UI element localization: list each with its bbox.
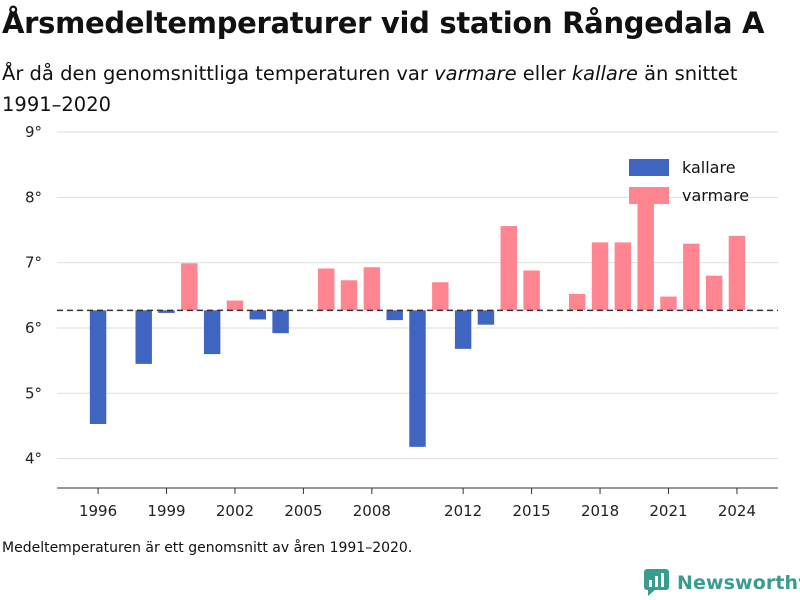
bar-varmare-2018 [591, 242, 609, 311]
bar-varmare-2023 [705, 275, 723, 311]
x-tick-label: 2021 [649, 502, 687, 520]
bar-kallare-2010 [409, 310, 426, 447]
bar-varmare-2014 [500, 226, 517, 311]
subtitle-part-3: än snittet 1991–2020 [2, 62, 738, 116]
chart-subtitle: År då den genomsnittliga temperaturen va… [2, 58, 792, 120]
bar-varmare-2015 [523, 270, 540, 311]
bar-kallare-1996 [89, 310, 107, 424]
bar-kallare-2013 [477, 310, 495, 325]
bar-varmare-2021 [660, 296, 677, 311]
bar-varmare-2000 [181, 263, 198, 311]
x-tick-label: 1996 [79, 502, 117, 520]
newsworthy-logo-icon [644, 569, 669, 596]
legend-swatch-kallare [629, 159, 669, 176]
y-tick-label: 9° [25, 123, 42, 141]
y-tick-label: 5° [25, 384, 42, 402]
bar-kallare-2009 [386, 310, 403, 321]
y-tick-label: 6° [25, 319, 42, 337]
bar-kallare-2012 [454, 310, 472, 349]
subtitle-part-2: eller [516, 62, 572, 85]
x-tick-label: 2015 [512, 502, 550, 520]
bar-varmare-2007 [340, 280, 358, 311]
bar-kallare-1998 [135, 310, 152, 364]
legend-label-kallare: kallare [682, 158, 736, 177]
bar-kallare-2003 [249, 310, 266, 320]
bar-varmare-2008 [363, 267, 381, 311]
bar-varmare-2020 [637, 203, 654, 311]
bar-kallare-1999 [158, 310, 175, 313]
subtitle-part-1: År då den genomsnittliga temperaturen va… [2, 62, 435, 85]
x-tick-label: 2002 [216, 502, 254, 520]
brand-logo: Newsworthy [644, 569, 800, 596]
subtitle-word-cold: kallare [571, 62, 638, 85]
x-tick-label: 2024 [718, 502, 756, 520]
bar-varmare-2017 [569, 293, 586, 311]
chart-title: Årsmedeltemperaturer vid station Rångeda… [2, 6, 765, 40]
y-tick-label: 7° [25, 254, 42, 272]
x-tick-label: 2005 [284, 502, 322, 520]
legend-label-varmare: varmare [682, 186, 749, 205]
bar-varmare-2019 [614, 242, 632, 311]
bar-varmare-2024 [728, 235, 746, 311]
bar-varmare-2002 [226, 300, 244, 311]
bar-varmare-2006 [318, 268, 335, 311]
footnote: Medeltemperaturen är ett genomsnitt av å… [2, 540, 413, 556]
subtitle-word-warm: varmare [434, 62, 517, 85]
bars [89, 203, 746, 447]
x-tick-label: 2012 [444, 502, 482, 520]
y-tick-label: 8° [25, 188, 42, 206]
axes: 4° 5° 6° 7° 8° 9° 1996 1999 2002 2005 2008 2012 2015… [25, 123, 778, 520]
legend-swatch-varmare [629, 187, 669, 204]
bar-varmare-2011 [432, 282, 449, 311]
bar-varmare-2022 [683, 243, 700, 311]
brand-name: Newsworthy [677, 571, 800, 594]
y-tick-label: 4° [25, 450, 42, 468]
x-tick-label: 1999 [147, 502, 185, 520]
x-tick-label: 2008 [353, 502, 391, 520]
bar-kallare-2001 [203, 310, 221, 355]
x-tick-label: 2018 [581, 502, 619, 520]
bar-kallare-2004 [272, 310, 289, 334]
legend: kallare varmare [629, 158, 749, 205]
